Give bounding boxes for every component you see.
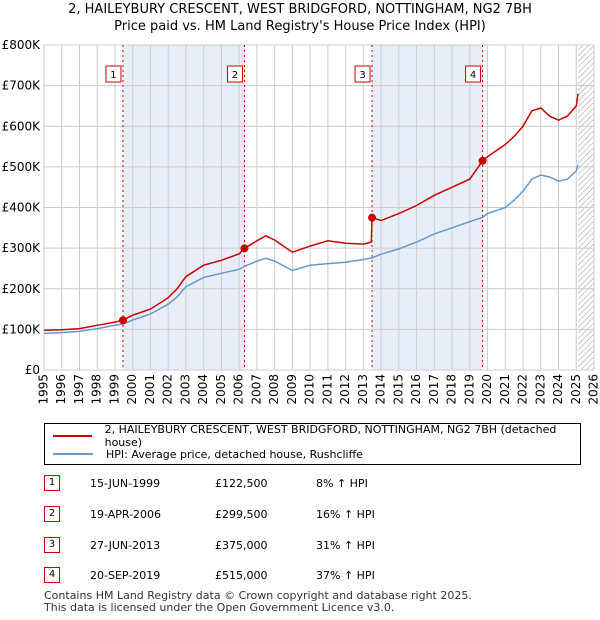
x-tick-label: 2007 xyxy=(249,374,263,405)
sale-label-box xyxy=(105,65,122,83)
sale-date: 19-APR-2006 xyxy=(90,508,162,521)
legend-item-hpi: HPI: Average price, detached house, Rush… xyxy=(53,446,363,462)
x-tick-label: 2015 xyxy=(391,374,405,405)
sale-price: £299,500 xyxy=(215,508,268,521)
footer-copyright: Contains HM Land Registry data © Crown c… xyxy=(44,589,472,602)
y-tick-label: £0 xyxy=(25,363,40,377)
x-tick-label: 1996 xyxy=(54,374,68,405)
y-tick-label: £700K xyxy=(2,79,42,93)
sale-number: 3 xyxy=(44,537,60,553)
x-tick-label: 2020 xyxy=(480,374,494,405)
sale-hpi-change: 16% ↑ HPI xyxy=(316,508,375,521)
x-tick-label: 2004 xyxy=(196,374,210,405)
x-tick-label: 1999 xyxy=(107,374,121,405)
sale-label: 2 xyxy=(232,70,238,81)
sale-number: 2 xyxy=(44,506,60,522)
sale-price: £122,500 xyxy=(215,477,268,490)
sale-point xyxy=(240,244,249,253)
x-tick-label: 2024 xyxy=(551,374,565,405)
legend-label-property: 2, HAILEYBURY CRESCENT, WEST BRIDGFORD, … xyxy=(104,423,557,449)
x-tick-label: 2000 xyxy=(125,374,139,405)
sale-hpi-change: 8% ↑ HPI xyxy=(316,477,368,490)
sale-label: 1 xyxy=(110,70,116,81)
hpi-line xyxy=(43,164,579,335)
y-tick-label: £800K xyxy=(2,38,42,52)
x-tick-label: 2011 xyxy=(320,374,334,405)
sale-date: 27-JUN-2013 xyxy=(90,539,161,552)
property-price-line xyxy=(43,93,579,331)
sale-date: 20-SEP-2019 xyxy=(90,569,161,582)
x-tick-label: 2012 xyxy=(338,374,352,405)
sale-date: 15-JUN-1999 xyxy=(90,477,161,490)
x-tick-label: 2016 xyxy=(409,374,423,405)
sale-label-box xyxy=(465,65,482,83)
price-chart: 1 2 3 4 £0 £100K £200K £300K £400K £500K £600K £70… xyxy=(2,38,600,405)
x-tick-label: 1998 xyxy=(90,374,104,405)
x-tick-label: 1997 xyxy=(72,374,86,405)
sale-label-box xyxy=(354,65,371,83)
legend-label-hpi: HPI: Average price, detached house, Rush… xyxy=(106,447,363,461)
x-tick-label: 2010 xyxy=(303,374,317,405)
x-tick-label: 1995 xyxy=(37,374,51,405)
sale-label-box xyxy=(226,65,243,83)
x-tick-label: 2022 xyxy=(516,374,530,405)
sale-label: 4 xyxy=(470,70,476,81)
y-tick-label: £600K xyxy=(2,119,42,133)
sale-point xyxy=(368,213,377,222)
x-tick-label: 2005 xyxy=(214,374,228,405)
sale-label: 3 xyxy=(359,70,365,81)
y-tick-label: £100K xyxy=(2,322,42,336)
x-tick-label: 2008 xyxy=(267,374,281,405)
x-tick-label: 2001 xyxy=(143,374,157,405)
legend-item-property: 2, HAILEYBURY CRESCENT, WEST BRIDGFORD, … xyxy=(53,423,580,449)
chart-title-line1: 2, HAILEYBURY CRESCENT, WEST BRIDGFORD, … xyxy=(68,2,532,17)
sale-price: £515,000 xyxy=(215,569,268,582)
sale-price: £375,000 xyxy=(215,539,268,552)
x-tick-label: 2019 xyxy=(462,374,476,405)
y-tick-label: £500K xyxy=(2,160,42,174)
x-tick-label: 2026 xyxy=(587,374,600,405)
sale-hpi-change: 31% ↑ HPI xyxy=(316,539,375,552)
legend: 2, HAILEYBURY CRESCENT, WEST BRIDGFORD, … xyxy=(44,423,581,465)
legend-swatch-property xyxy=(53,435,92,437)
sale-number: 4 xyxy=(44,567,60,583)
y-tick-label: £400K xyxy=(2,201,42,215)
x-tick-label: 2018 xyxy=(445,374,459,405)
legend-swatch-hpi xyxy=(53,453,93,455)
x-tick-label: 2003 xyxy=(178,374,192,405)
x-tick-label: 2021 xyxy=(498,374,512,405)
x-tick-label: 2006 xyxy=(232,374,246,405)
y-tick-label: £200K xyxy=(2,282,42,296)
sale-number: 1 xyxy=(44,475,60,491)
x-tick-label: 2002 xyxy=(161,374,175,405)
x-tick-label: 2017 xyxy=(427,374,441,405)
sale-point xyxy=(118,316,127,325)
sale-hpi-change: 37% ↑ HPI xyxy=(316,569,375,582)
y-tick-label: £300K xyxy=(2,241,42,255)
x-tick-label: 2009 xyxy=(285,374,299,405)
x-tick-label: 2025 xyxy=(569,374,583,405)
sale-point xyxy=(478,156,487,165)
chart-title-line2: Price paid vs. HM Land Registry's House … xyxy=(114,19,486,34)
x-tick-label: 2023 xyxy=(533,374,547,405)
x-tick-label: 2013 xyxy=(356,374,370,405)
x-tick-label: 2014 xyxy=(374,374,388,405)
footer-licence: This data is licensed under the Open Gov… xyxy=(44,601,395,614)
